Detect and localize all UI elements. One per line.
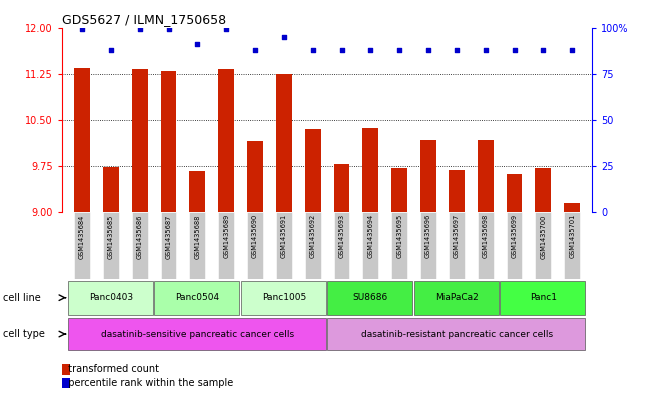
Point	[192, 41, 202, 47]
Bar	[420, 140, 436, 212]
Bar	[161, 71, 176, 212]
Bar	[506, 174, 523, 212]
Point	[365, 46, 376, 53]
Text: GSM1435691: GSM1435691	[281, 214, 287, 258]
Point	[77, 26, 87, 33]
Point	[394, 46, 404, 53]
Bar	[564, 203, 580, 212]
Bar	[391, 168, 407, 212]
Bar	[536, 212, 551, 279]
Bar	[564, 212, 580, 279]
Point	[307, 46, 318, 53]
Bar	[74, 68, 90, 212]
Text: GSM1435694: GSM1435694	[367, 214, 374, 259]
Bar	[333, 164, 350, 212]
Bar	[154, 281, 239, 315]
Bar	[247, 141, 263, 212]
Bar	[218, 212, 234, 279]
Text: GSM1435692: GSM1435692	[310, 214, 316, 259]
Bar	[276, 212, 292, 279]
Point	[480, 46, 491, 53]
Bar	[478, 140, 493, 212]
Bar	[132, 70, 148, 212]
Text: GSM1435687: GSM1435687	[165, 214, 171, 259]
Bar	[391, 212, 407, 279]
Bar	[449, 212, 465, 279]
Text: Panc0504: Panc0504	[175, 293, 219, 302]
Bar	[305, 129, 321, 212]
Bar	[333, 212, 350, 279]
Bar	[161, 212, 176, 279]
Text: SU8686: SU8686	[353, 293, 388, 302]
Text: GSM1435693: GSM1435693	[339, 214, 344, 258]
Bar	[478, 212, 493, 279]
Point	[105, 46, 116, 53]
Bar	[363, 128, 378, 212]
Bar	[241, 281, 326, 315]
Text: GSM1435695: GSM1435695	[396, 214, 402, 259]
Bar	[449, 170, 465, 212]
Point	[337, 46, 347, 53]
Point	[538, 46, 549, 53]
Point	[509, 46, 519, 53]
Bar	[536, 168, 551, 212]
Point	[567, 46, 577, 53]
Text: Panc0403: Panc0403	[89, 293, 133, 302]
Bar	[506, 212, 523, 279]
Text: cell line: cell line	[3, 293, 41, 303]
Text: Panc1: Panc1	[530, 293, 557, 302]
Bar	[500, 281, 585, 315]
Bar	[327, 318, 585, 350]
Text: cell type: cell type	[3, 329, 45, 339]
Text: GSM1435701: GSM1435701	[569, 214, 575, 259]
Text: dasatinib-sensitive pancreatic cancer cells: dasatinib-sensitive pancreatic cancer ce…	[101, 330, 294, 338]
Text: GSM1435697: GSM1435697	[454, 214, 460, 259]
Bar	[247, 212, 263, 279]
Bar	[305, 212, 321, 279]
Text: GSM1435699: GSM1435699	[512, 214, 518, 258]
Point	[135, 26, 145, 33]
Text: percentile rank within the sample: percentile rank within the sample	[62, 378, 233, 388]
Bar	[189, 171, 205, 212]
Bar	[363, 212, 378, 279]
Point	[163, 26, 174, 33]
Text: GSM1435684: GSM1435684	[79, 214, 85, 259]
Text: GSM1435690: GSM1435690	[252, 214, 258, 259]
Bar	[68, 318, 326, 350]
Text: transformed count: transformed count	[62, 364, 159, 375]
Text: MiaPaCa2: MiaPaCa2	[435, 293, 478, 302]
Bar	[420, 212, 436, 279]
Text: GSM1435688: GSM1435688	[195, 214, 201, 259]
Point	[221, 26, 231, 33]
Text: Panc1005: Panc1005	[262, 293, 306, 302]
Text: GSM1435696: GSM1435696	[425, 214, 431, 259]
Bar	[74, 212, 90, 279]
Text: dasatinib-resistant pancreatic cancer cells: dasatinib-resistant pancreatic cancer ce…	[361, 330, 553, 338]
Bar	[327, 281, 412, 315]
Text: GSM1435686: GSM1435686	[137, 214, 143, 259]
Point	[423, 46, 434, 53]
Bar	[68, 281, 153, 315]
Point	[279, 33, 289, 40]
Point	[452, 46, 462, 53]
Text: GSM1435698: GSM1435698	[483, 214, 489, 259]
Bar	[103, 212, 118, 279]
Bar	[218, 70, 234, 212]
Point	[250, 46, 260, 53]
Bar	[103, 167, 118, 212]
Text: GSM1435689: GSM1435689	[223, 214, 229, 259]
Text: GSM1435685: GSM1435685	[108, 214, 114, 259]
Bar	[189, 212, 205, 279]
Text: GSM1435700: GSM1435700	[540, 214, 546, 259]
Bar	[132, 212, 148, 279]
Text: GDS5627 / ILMN_1750658: GDS5627 / ILMN_1750658	[62, 13, 226, 26]
Bar	[276, 73, 292, 212]
Bar	[413, 281, 499, 315]
